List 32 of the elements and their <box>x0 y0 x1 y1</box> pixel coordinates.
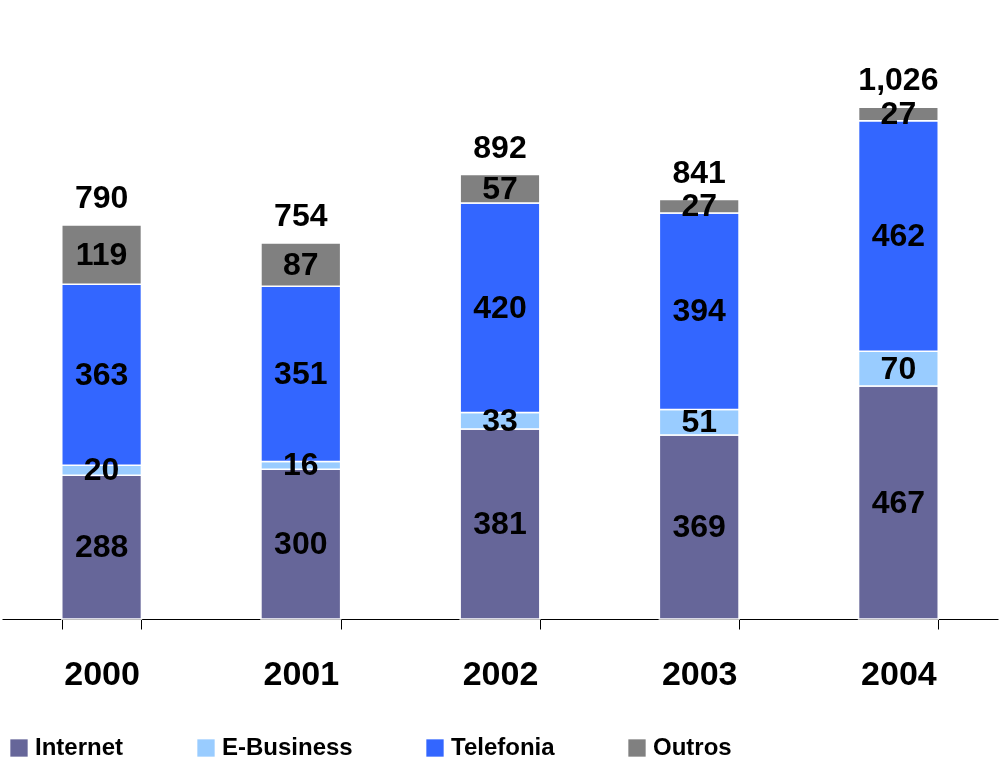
data-label: 57 <box>482 169 518 206</box>
legend-label: Outros <box>653 733 732 760</box>
total-label: 892 <box>473 128 527 165</box>
x-tick-label: 2002 <box>462 653 539 692</box>
legend-label: Internet <box>35 733 124 760</box>
data-label: 351 <box>274 354 328 391</box>
x-tick-label: 2000 <box>64 653 140 692</box>
data-label: 87 <box>283 245 319 282</box>
data-label: 420 <box>473 288 527 325</box>
total-label: 841 <box>672 153 726 190</box>
data-label: 51 <box>681 403 717 440</box>
x-tick-label: 2001 <box>263 653 340 692</box>
data-label: 381 <box>473 504 527 541</box>
data-label: 70 <box>880 349 917 386</box>
data-label: 33 <box>482 401 518 438</box>
legend-label: E-Business <box>222 733 353 760</box>
data-label: 369 <box>672 507 726 544</box>
data-label: 119 <box>75 235 128 272</box>
data-label: 394 <box>672 292 727 329</box>
data-label: 300 <box>274 525 328 562</box>
total-label: 790 <box>74 178 129 215</box>
x-tick-label: 2004 <box>861 653 937 692</box>
data-label: 467 <box>871 483 926 520</box>
data-label: 16 <box>283 446 319 483</box>
data-label: 462 <box>871 216 926 253</box>
legend-label: Telefonia <box>451 733 556 760</box>
data-label: 288 <box>74 528 129 565</box>
total-label: 1,026 <box>858 61 939 98</box>
data-label: 363 <box>74 355 129 392</box>
total-label: 754 <box>274 196 328 233</box>
x-tick-label: 2003 <box>661 653 738 692</box>
data-label: 20 <box>83 451 120 488</box>
